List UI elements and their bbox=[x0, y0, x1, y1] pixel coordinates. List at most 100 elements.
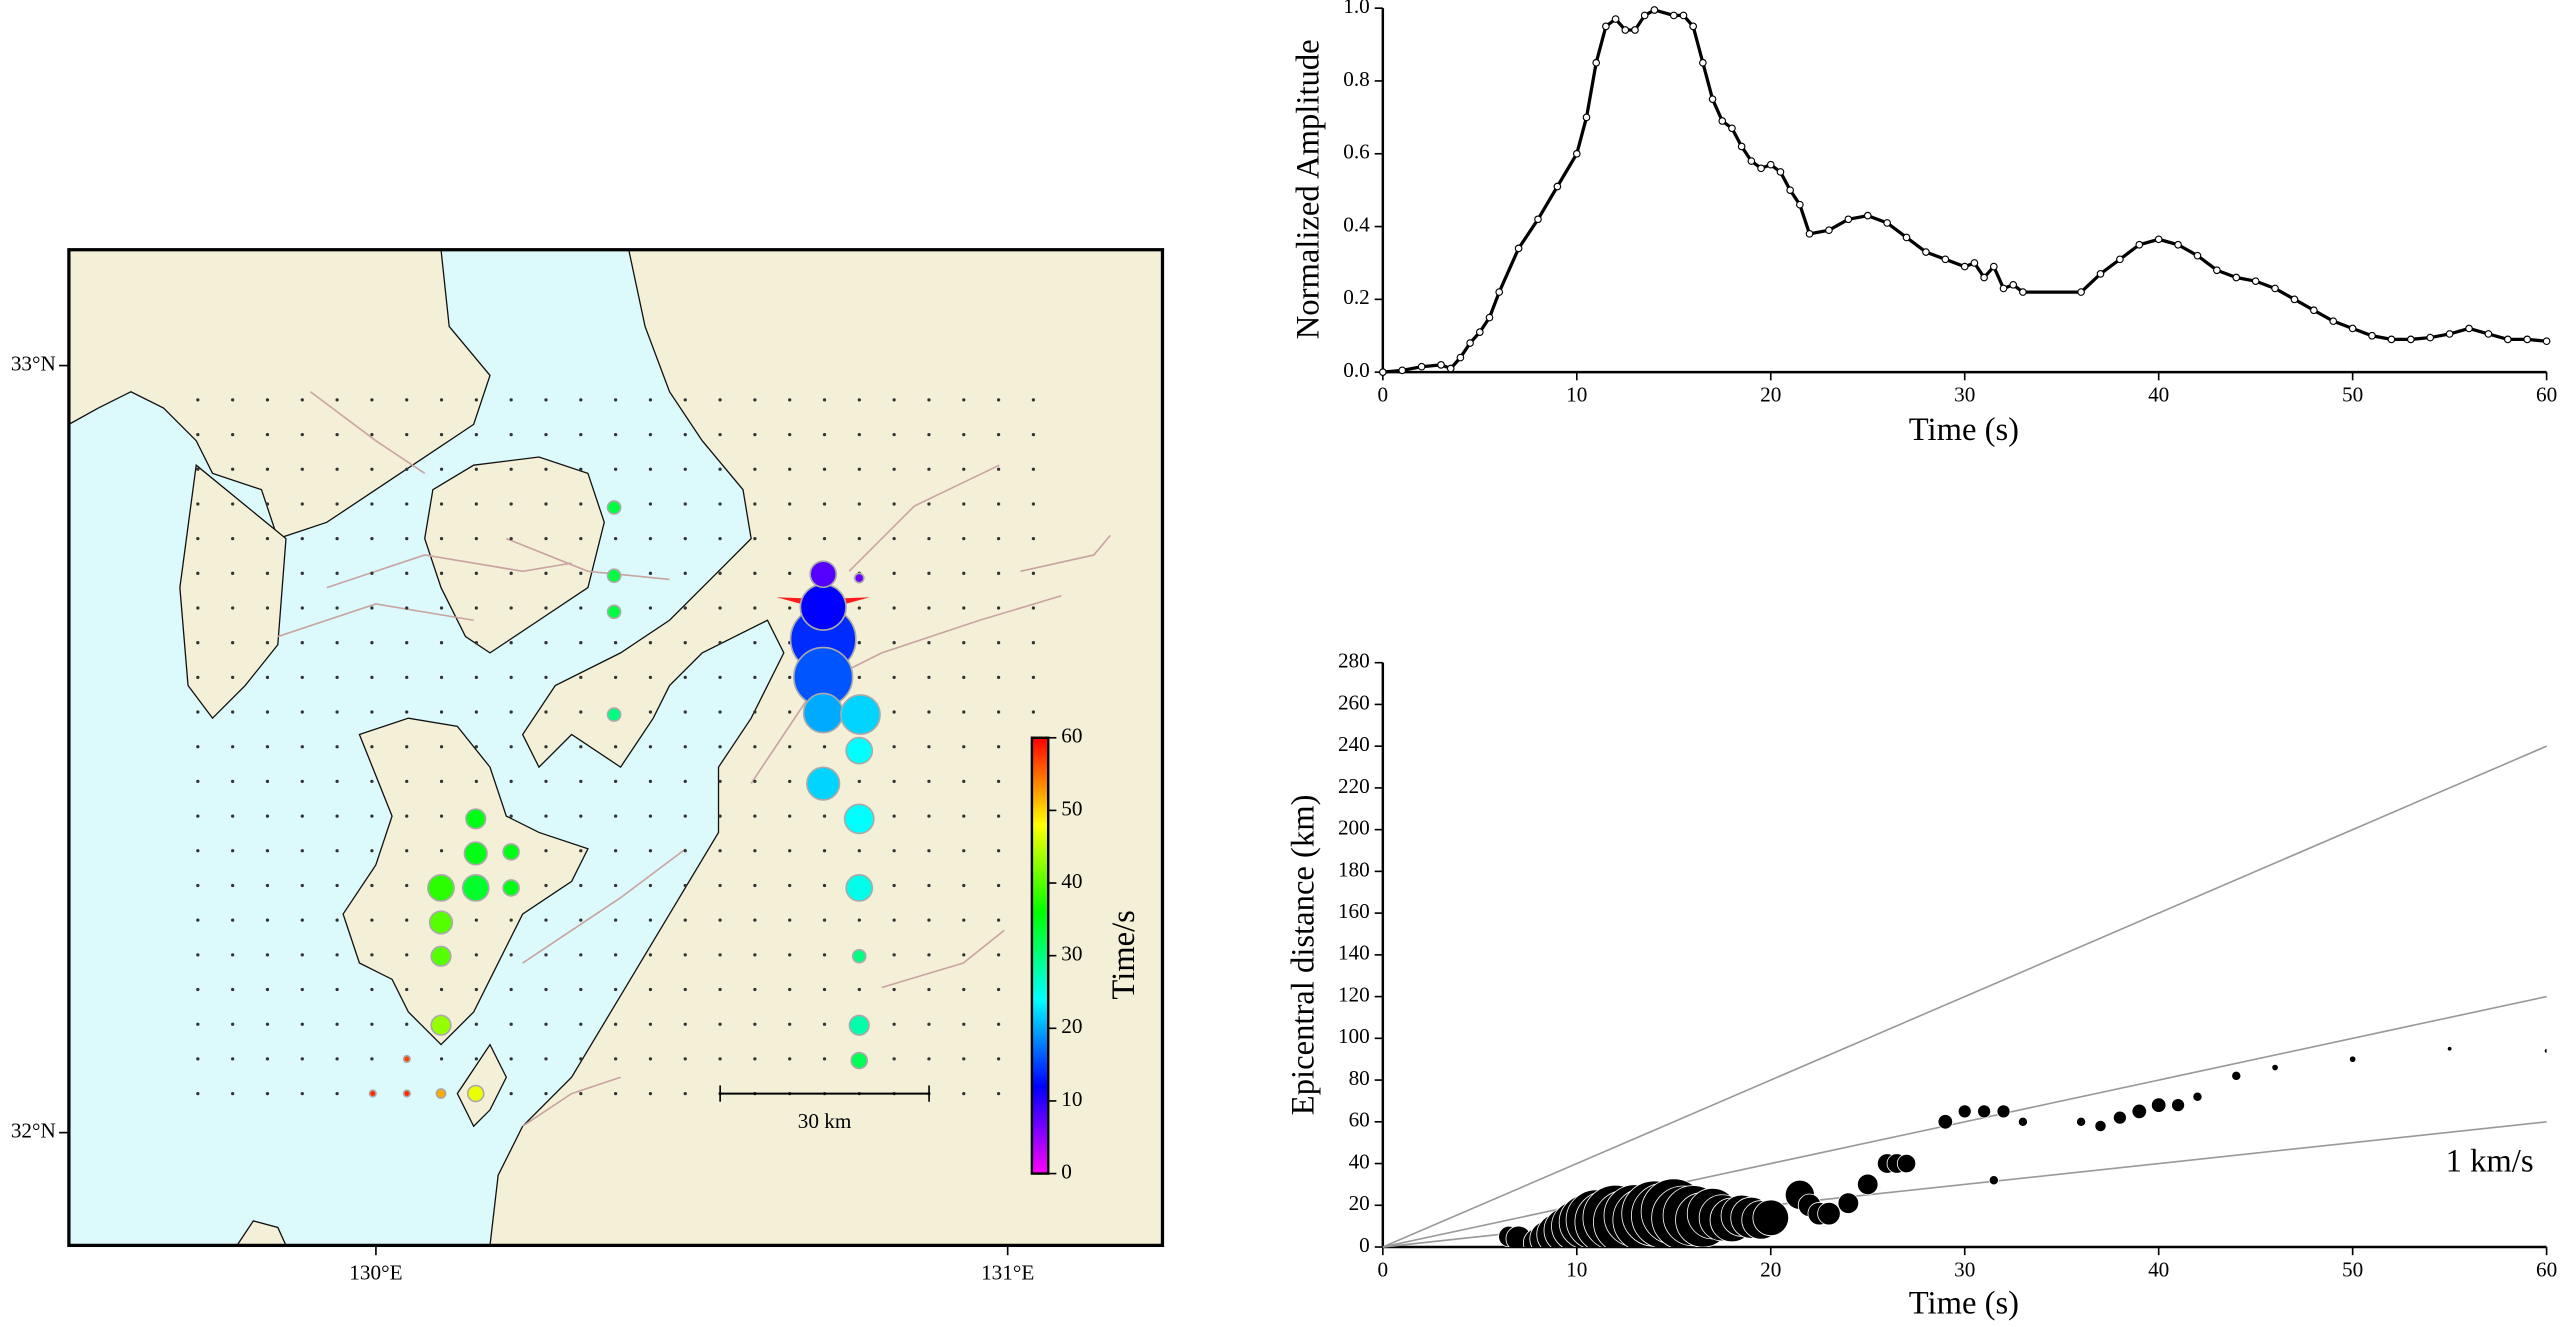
station bbox=[509, 918, 513, 922]
station bbox=[822, 745, 827, 749]
station bbox=[648, 779, 653, 784]
amplitude-point bbox=[1631, 26, 1639, 34]
station bbox=[335, 849, 339, 853]
station bbox=[613, 467, 618, 471]
distance-point bbox=[1977, 1104, 1992, 1119]
station bbox=[996, 1022, 1001, 1026]
source-point bbox=[853, 572, 865, 584]
amplitude-point bbox=[1825, 226, 1833, 235]
station bbox=[231, 745, 235, 749]
station bbox=[265, 537, 270, 541]
station bbox=[822, 398, 827, 402]
station bbox=[753, 537, 757, 541]
amplitude-point bbox=[1989, 262, 1998, 271]
amplitude-point bbox=[1495, 288, 1504, 296]
station bbox=[1031, 502, 1036, 506]
station bbox=[265, 779, 270, 784]
y-tick-label: 0.8 bbox=[1343, 67, 1370, 91]
station bbox=[370, 537, 374, 541]
station bbox=[544, 467, 548, 471]
station bbox=[265, 606, 270, 610]
fault bbox=[522, 848, 687, 964]
station bbox=[265, 502, 270, 506]
station bbox=[1031, 467, 1036, 471]
station bbox=[196, 710, 200, 714]
station bbox=[962, 606, 966, 610]
station bbox=[648, 467, 653, 471]
amplitude-point bbox=[1456, 353, 1465, 362]
station bbox=[996, 537, 1001, 541]
station bbox=[788, 745, 792, 749]
station bbox=[335, 502, 339, 506]
station bbox=[613, 1022, 618, 1026]
amplitude-point bbox=[1941, 255, 1950, 264]
station bbox=[370, 987, 374, 992]
amplitude-point bbox=[1466, 339, 1474, 347]
amplitude-point bbox=[2251, 277, 2260, 285]
colorbar-tick-label: 10 bbox=[1061, 1087, 1082, 1111]
station bbox=[196, 398, 200, 402]
colorbar-tick-label: 20 bbox=[1061, 1014, 1082, 1038]
station bbox=[962, 918, 966, 922]
station bbox=[370, 1022, 374, 1026]
amplitude-point bbox=[1922, 248, 1930, 256]
station bbox=[300, 432, 304, 437]
fault bbox=[309, 391, 426, 475]
station bbox=[231, 675, 235, 680]
station bbox=[927, 571, 931, 575]
amplitude-point bbox=[2368, 331, 2376, 340]
station bbox=[196, 641, 200, 645]
station bbox=[335, 779, 339, 784]
station bbox=[753, 779, 757, 784]
reference-line bbox=[1382, 745, 2547, 1248]
station bbox=[753, 814, 757, 818]
station bbox=[579, 398, 583, 402]
fault bbox=[277, 603, 474, 638]
distance-point bbox=[1857, 1173, 1879, 1196]
station bbox=[892, 502, 896, 506]
station bbox=[579, 918, 583, 922]
distance-point bbox=[1988, 1175, 1999, 1186]
station bbox=[613, 675, 618, 680]
station bbox=[265, 814, 270, 818]
distance-point bbox=[2076, 1116, 2087, 1127]
source-point bbox=[461, 874, 490, 902]
station bbox=[335, 606, 339, 610]
amplitude-point bbox=[1650, 6, 1659, 14]
station bbox=[1031, 641, 1036, 645]
station bbox=[1031, 606, 1036, 610]
station bbox=[648, 849, 653, 853]
y-tick-label: 40 bbox=[1349, 1149, 1370, 1173]
station bbox=[996, 675, 1001, 680]
station bbox=[474, 571, 478, 575]
station bbox=[544, 432, 548, 437]
station bbox=[1031, 710, 1036, 714]
station bbox=[718, 710, 722, 714]
station bbox=[231, 883, 235, 888]
y-tick-label: 0 bbox=[1359, 1233, 1370, 1257]
y-tick-label: 1.0 bbox=[1343, 0, 1370, 18]
source-point bbox=[466, 1084, 485, 1103]
station bbox=[265, 467, 270, 471]
station bbox=[196, 467, 200, 471]
station bbox=[335, 953, 339, 957]
y-tick-label: 260 bbox=[1338, 690, 1370, 714]
source-point bbox=[402, 1089, 411, 1098]
station bbox=[405, 432, 409, 437]
station bbox=[822, 987, 827, 992]
station bbox=[962, 641, 966, 645]
station bbox=[335, 814, 339, 818]
station bbox=[857, 918, 861, 922]
station bbox=[231, 1091, 235, 1096]
station bbox=[335, 883, 339, 888]
station bbox=[509, 710, 513, 714]
station bbox=[335, 571, 339, 575]
station bbox=[613, 1057, 618, 1061]
station bbox=[927, 953, 931, 957]
station bbox=[648, 398, 653, 402]
station bbox=[788, 1022, 792, 1026]
station bbox=[509, 571, 513, 575]
station bbox=[613, 779, 618, 784]
station bbox=[509, 1057, 513, 1061]
